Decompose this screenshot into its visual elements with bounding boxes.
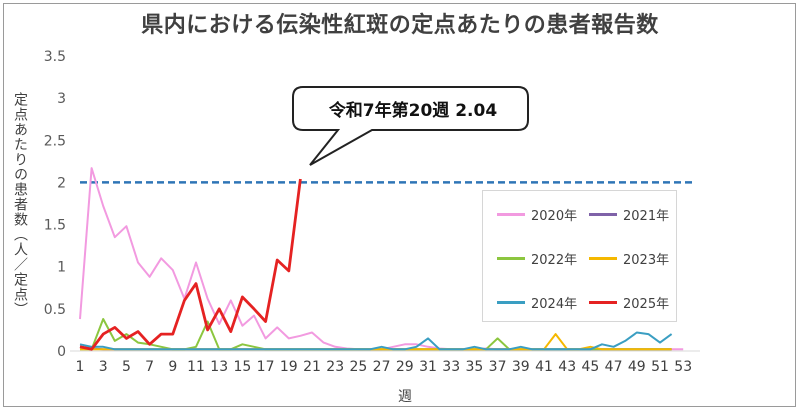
legend-label-2022: 2022年 (531, 253, 578, 268)
x-tick-label: 51 (651, 359, 669, 375)
legend-label-2020: 2020年 (531, 209, 578, 224)
legend: 2020年 2021年 2022年 2023年 2024年 2025年 (482, 190, 677, 322)
legend-swatch-2022 (497, 257, 525, 260)
x-tick-label: 17 (257, 359, 275, 375)
x-tick-label: 27 (373, 359, 391, 375)
x-tick-label: 13 (210, 359, 228, 375)
x-tick-label: 39 (512, 359, 530, 375)
legend-label-2024: 2024年 (531, 297, 578, 312)
y-tick-label: 1 (57, 260, 66, 276)
y-tick-label: 2.5 (44, 133, 66, 149)
legend-item-2023: 2023年 (589, 249, 669, 268)
x-tick-label: 33 (442, 359, 460, 375)
x-tick-label: 3 (99, 359, 108, 375)
callout-bubble (292, 86, 529, 166)
y-tick-label: 0 (57, 344, 66, 360)
x-tick-label: 1 (76, 359, 85, 375)
legend-label-2021: 2021年 (623, 209, 670, 224)
x-tick-label: 45 (581, 359, 599, 375)
legend-item-2022: 2022年 (497, 249, 577, 268)
legend-swatch-2024 (497, 301, 525, 304)
legend-item-2025: 2025年 (589, 293, 669, 312)
x-tick-label: 9 (168, 359, 177, 375)
legend-label-2025: 2025年 (623, 297, 670, 312)
x-tick-label: 47 (605, 359, 623, 375)
legend-item-2024: 2024年 (497, 293, 577, 312)
x-tick-label: 21 (303, 359, 321, 375)
x-tick-label: 29 (396, 359, 414, 375)
x-tick-label: 7 (145, 359, 154, 375)
y-tick-label: 3.5 (44, 49, 66, 65)
x-axis-label: 週 (398, 389, 412, 405)
series-line-2024 (79, 331, 673, 351)
x-tick-label: 53 (674, 359, 692, 375)
legend-swatch-2023 (589, 257, 617, 260)
x-tick-label: 49 (628, 359, 646, 375)
x-tick-label: 5 (122, 359, 131, 375)
legend-swatch-2021 (589, 213, 617, 216)
callout-text: 令和7年第20週 2.04 (328, 100, 498, 121)
legend-item-2021: 2021年 (589, 205, 669, 224)
chart-title: 県内における伝染性紅斑の定点あたりの患者報告数 (141, 13, 659, 38)
legend-swatch-2025 (589, 301, 617, 304)
x-tick-label: 35 (465, 359, 483, 375)
y-tick-label: 3 (57, 91, 66, 107)
x-tick-label: 23 (326, 359, 344, 375)
x-tick-label: 15 (233, 359, 251, 375)
legend-label-2023: 2023年 (623, 253, 670, 268)
legend-swatch-2020 (497, 213, 525, 216)
series-line-2025 (79, 178, 302, 351)
y-tick-label: 1.5 (44, 218, 66, 234)
y-tick-label: 2 (57, 175, 66, 191)
x-tick-label: 19 (280, 359, 298, 375)
x-tick-label: 31 (419, 359, 437, 375)
x-tick-label: 41 (535, 359, 553, 375)
x-tick-label: 25 (349, 359, 367, 375)
x-tick-label: 11 (187, 359, 205, 375)
x-tick-label: 43 (558, 359, 576, 375)
x-tick-label: 37 (489, 359, 507, 375)
y-axis-label: 定点あたりの患者数（人／定点） (12, 92, 28, 317)
legend-item-2020: 2020年 (497, 205, 577, 224)
y-tick-label: 0.5 (44, 302, 66, 318)
series-line-2023 (80, 333, 672, 351)
